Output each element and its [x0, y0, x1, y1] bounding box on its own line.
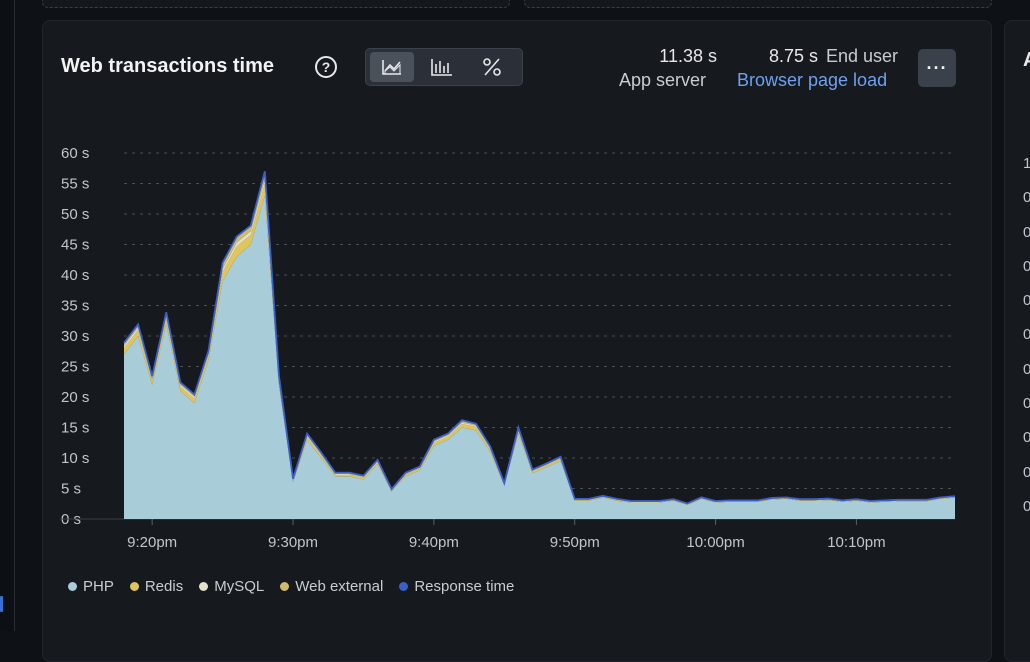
- browser-page-load-link[interactable]: Browser page load: [737, 70, 888, 90]
- adjacent-tick: 1: [1023, 155, 1030, 172]
- legend-label: Response time: [414, 578, 515, 595]
- left-rail: [0, 0, 15, 631]
- x-tick-label: 9:50pm: [550, 534, 600, 551]
- more-options-button[interactable]: ···: [918, 49, 956, 87]
- adjacent-tick: 0: [1023, 292, 1030, 310]
- y-tick-label: 35 s: [61, 298, 89, 315]
- line-response-time: [123, 171, 956, 505]
- adjacent-tick: 0: [1023, 360, 1030, 378]
- x-tick-label: 10:00pm: [686, 534, 744, 551]
- bar-chart-button[interactable]: [420, 52, 464, 82]
- y-tick-label: 55 s: [61, 176, 89, 193]
- more-options-icon: ···: [926, 57, 948, 78]
- web-transactions-chart: 0 s5 s10 s15 s20 s25 s30 s35 s40 s45 s50…: [60, 145, 956, 551]
- legend-dot-mysql: [199, 582, 209, 591]
- legend-dot-web-external: [280, 582, 290, 591]
- percent-button[interactable]: [470, 52, 514, 82]
- y-tick-label: 50 s: [61, 206, 89, 223]
- adjacent-card-title: A: [1023, 49, 1030, 72]
- x-tick-label: 9:20pm: [127, 534, 177, 551]
- y-tick-label: 10 s: [61, 450, 89, 467]
- rail-active-marker: [0, 596, 3, 612]
- legend-dot-php: [68, 582, 77, 591]
- area-php: [124, 195, 955, 519]
- y-tick-label: 25 s: [61, 359, 89, 376]
- adjacent-tick: 0: [1023, 326, 1030, 344]
- adjacent-card-ticks: 1 0 0 0 0 0 0 0 0 0 0: [1023, 155, 1030, 532]
- chart-type-switcher: [365, 48, 523, 86]
- app-server-value: 11.38 s: [659, 46, 717, 66]
- help-circle-icon[interactable]: ?: [315, 56, 337, 78]
- chart-legend: PHP Redis MySQL Web external Response ti…: [68, 578, 514, 595]
- legend-label: MySQL: [214, 578, 265, 595]
- area-chart-button[interactable]: [370, 52, 414, 82]
- y-tick-label: 60 s: [61, 145, 89, 162]
- y-tick-label: 45 s: [61, 237, 89, 254]
- app-server-label: App server: [619, 70, 707, 90]
- adjacent-tick: 0: [1023, 189, 1030, 207]
- legend-label: Web external: [295, 578, 384, 595]
- legend-item-mysql[interactable]: MySQL: [199, 578, 264, 595]
- adjacent-tick: 0: [1023, 223, 1030, 241]
- legend-dot-response-time: [399, 582, 409, 591]
- y-tick-label: 20 s: [61, 389, 89, 406]
- legend-label: PHP: [83, 578, 114, 595]
- legend-item-php[interactable]: PHP: [68, 578, 114, 595]
- percent-icon: [483, 58, 501, 76]
- legend-item-redis[interactable]: Redis: [129, 578, 184, 595]
- adjacent-tick: 0: [1023, 497, 1030, 515]
- adjacent-card: [1004, 20, 1030, 662]
- top-card-left: [42, 0, 510, 8]
- y-tick-label: 40 s: [61, 267, 89, 284]
- web-transactions-card: [42, 20, 992, 662]
- legend-label: Redis: [144, 578, 184, 595]
- area-chart-icon: [382, 60, 401, 75]
- y-tick-label: 30 s: [61, 328, 89, 345]
- end-user-value: 8.75 s: [768, 46, 818, 66]
- legend-dot-redis: [129, 582, 139, 591]
- legend-item-web-external[interactable]: Web external: [280, 578, 383, 595]
- end-user-label: End user: [826, 46, 899, 66]
- adjacent-tick: 0: [1023, 463, 1030, 481]
- x-tick-label: 9:30pm: [268, 534, 318, 551]
- adjacent-tick: 0: [1023, 429, 1030, 447]
- bar-chart-icon: [431, 59, 452, 76]
- top-card-right: [524, 0, 992, 8]
- y-tick-label: 5 s: [61, 481, 81, 498]
- x-tick-label: 10:10pm: [827, 534, 885, 551]
- adjacent-tick: 0: [1023, 257, 1030, 275]
- widget-title: Web transactions time: [61, 55, 275, 77]
- legend-item-response-time[interactable]: Response time: [399, 578, 514, 595]
- y-tick-label: 15 s: [61, 420, 89, 437]
- adjacent-tick: 0: [1023, 395, 1030, 413]
- x-tick-label: 9:40pm: [409, 534, 459, 551]
